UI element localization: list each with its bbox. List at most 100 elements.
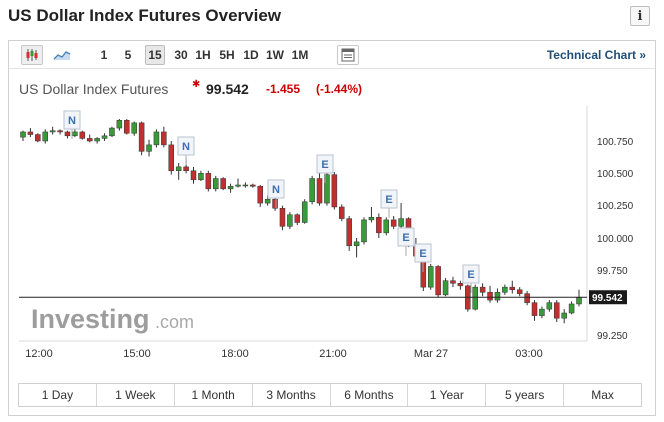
area-chart-icon[interactable]: [51, 45, 73, 65]
interval-button[interactable]: 15: [145, 45, 165, 65]
candle-body: [79, 131, 86, 139]
range-button[interactable]: 6 Months: [331, 384, 409, 406]
candle-body: [531, 302, 538, 316]
candle-body: [427, 266, 434, 288]
candle-body: [138, 122, 145, 152]
candle-body: [568, 303, 575, 314]
range-button[interactable]: 3 Months: [253, 384, 331, 406]
event-marker-label: E: [321, 159, 328, 171]
candle-body: [35, 134, 41, 142]
instrument-change-percent: (-1.44%): [316, 82, 363, 96]
candle-body: [146, 144, 152, 152]
interval-button[interactable]: 30: [174, 48, 188, 62]
event-marker: [63, 110, 81, 130]
x-tick-label: 03:00: [515, 348, 543, 360]
candle-body: [376, 217, 382, 234]
candle-body: [524, 293, 530, 303]
candle-body: [72, 131, 78, 137]
candle-body: [124, 120, 130, 134]
y-tick-label: 100.000: [597, 234, 634, 245]
candle-body: [20, 131, 26, 138]
x-tick-label: 21:00: [319, 348, 347, 360]
instrument-name: US Dollar Index Futures: [19, 81, 169, 97]
interval-button[interactable]: 1H: [195, 48, 211, 62]
event-marker-label: N: [68, 115, 76, 127]
candle-body: [294, 214, 301, 223]
range-button[interactable]: 1 Year: [408, 384, 487, 406]
y-tick-label: 99.750: [597, 266, 628, 277]
candle-body: [346, 218, 352, 247]
candle-body: [576, 297, 582, 305]
interval-button[interactable]: 1D: [243, 48, 259, 62]
instrument-change: -1.455: [266, 82, 301, 96]
candle-body: [353, 241, 360, 247]
range-button[interactable]: 1 Month: [175, 384, 253, 406]
event-marker: [462, 264, 480, 284]
y-tick-label: 99.250: [597, 331, 628, 342]
candle-body: [272, 198, 278, 209]
event-marker: [177, 136, 195, 156]
y-tick-label: 100.750: [597, 137, 634, 148]
candle-body: [183, 166, 189, 171]
candle-body: [539, 308, 545, 316]
candle-body: [457, 283, 464, 287]
investing-watermark-suffix: .com: [155, 312, 194, 332]
range-button[interactable]: Max: [591, 388, 614, 402]
candle-body: [561, 312, 567, 319]
candle-body: [235, 184, 241, 187]
time-range-selector: 1 Day 1 Week 1 Month 3 Months 6 Months 1 Year…: [18, 383, 642, 407]
candle-body: [116, 120, 123, 129]
candle-body: [309, 178, 315, 203]
x-tick-label: 18:00: [221, 348, 249, 360]
event-marker-label: N: [182, 141, 190, 153]
candle-body: [509, 286, 516, 290]
technical-chart-link[interactable]: Technical Chart »: [546, 48, 646, 62]
candlestick-chart-icon[interactable]: [21, 45, 43, 65]
interval-button[interactable]: 5: [124, 48, 132, 62]
event-marker: [380, 189, 398, 209]
candle-body: [220, 178, 226, 190]
event-marker: [414, 243, 432, 263]
candle-body: [479, 286, 486, 293]
candle-body: [175, 166, 182, 171]
interval-button[interactable]: 5H: [219, 48, 235, 62]
chart-toolbar: 1 5 15 30 1H 5H 1D 1W 1M Technical Chart »: [9, 41, 655, 69]
range-button[interactable]: 5 years: [486, 384, 565, 406]
candle-body: [86, 138, 93, 142]
interval-button[interactable]: 1: [100, 48, 108, 62]
candle-body: [250, 184, 256, 187]
candle-body: [279, 208, 286, 227]
candle-body: [264, 198, 271, 204]
candle-body: [242, 184, 249, 187]
candle-body: [287, 214, 293, 227]
candle-body: [361, 219, 367, 243]
event-marker-label: N: [272, 184, 280, 196]
info-icon[interactable]: i: [630, 6, 650, 26]
candle-body: [450, 280, 456, 284]
interval-button[interactable]: 1M: [291, 48, 309, 62]
candle-body: [64, 131, 71, 137]
candle-body: [161, 131, 167, 146]
range-button[interactable]: 1 Day: [19, 384, 97, 406]
event-marker: [397, 227, 415, 247]
price-chart[interactable]: 100.750 100.500 100.250 100.000 99.750 99.250…: [9, 41, 655, 379]
page-title: US Dollar Index Futures Overview: [8, 6, 282, 25]
x-tick-label: 15:00: [123, 348, 151, 360]
table-view-icon[interactable]: [337, 45, 359, 65]
candle-body: [516, 289, 523, 294]
candle-body: [316, 178, 323, 204]
candle-body: [42, 131, 48, 142]
candle-body: [301, 201, 308, 223]
candle-body: [94, 138, 100, 142]
range-button[interactable]: 1 Week: [97, 384, 175, 406]
instrument-price: 99.542: [206, 81, 249, 97]
event-marker-label: E: [467, 269, 474, 281]
interval-button[interactable]: 1W: [266, 48, 284, 62]
candle-body: [198, 173, 204, 181]
candle-body: [153, 131, 160, 146]
candle-body: [435, 266, 441, 296]
event-marker-label: E: [402, 232, 409, 244]
investing-watermark: Investing: [31, 304, 150, 334]
candle-body: [554, 302, 560, 319]
current-price-box: [589, 290, 627, 305]
